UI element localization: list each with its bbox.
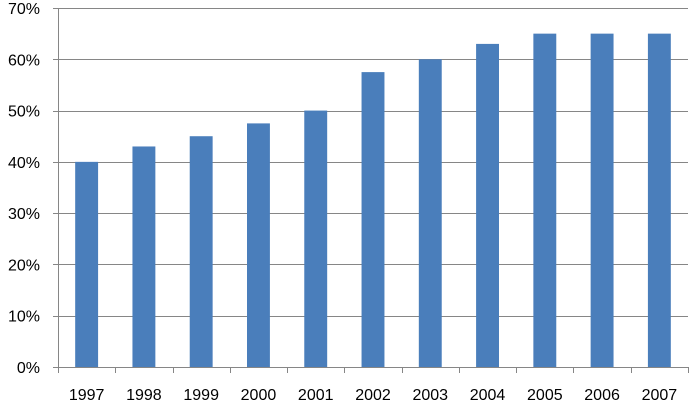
bar-2000: [247, 123, 270, 368]
bar-1998: [132, 146, 156, 367]
x-axis-tick-labels: 1997 1998 1999 2000 2001 2002 2003 2004 2005 2006…: [69, 387, 677, 404]
y-axis-tick-labels: 0% 10% 20% 30% 40% 50% 60% 70%: [8, 1, 40, 377]
y-tick-label: 40%: [8, 155, 40, 172]
x-tick-label: 2002: [355, 387, 391, 404]
x-tick-label: 2003: [412, 387, 448, 404]
y-tick-label: 30%: [8, 206, 40, 223]
bar-2006: [590, 33, 614, 368]
bars: [75, 33, 671, 368]
x-tick-label: 1997: [69, 387, 105, 404]
y-tick-label: 60%: [8, 52, 40, 69]
bar-2002: [361, 72, 385, 367]
x-tick-label: 2004: [470, 387, 506, 404]
bar-2005: [533, 33, 557, 368]
x-tick-label: 2000: [241, 387, 277, 404]
bar-2004: [476, 43, 499, 368]
y-tick-label: 10%: [8, 309, 40, 326]
y-tick-label: 0%: [17, 360, 40, 377]
bar-1999: [189, 136, 213, 367]
bar-2001: [304, 110, 328, 368]
x-tick-label: 1999: [183, 387, 219, 404]
y-tick-label: 50%: [8, 104, 40, 121]
x-tick-label: 2005: [527, 387, 563, 404]
y-tick-label: 70%: [8, 1, 40, 18]
x-tick-label: 2007: [642, 387, 678, 404]
bar-2003: [418, 59, 442, 368]
x-tick-label: 1998: [126, 387, 162, 404]
y-tick-label: 20%: [8, 257, 40, 274]
x-axis: [53, 8, 689, 373]
x-tick-label: 2006: [584, 387, 620, 404]
bar-1997: [75, 161, 99, 367]
x-tick-label: 2001: [298, 387, 334, 404]
bar-2007: [647, 33, 671, 368]
